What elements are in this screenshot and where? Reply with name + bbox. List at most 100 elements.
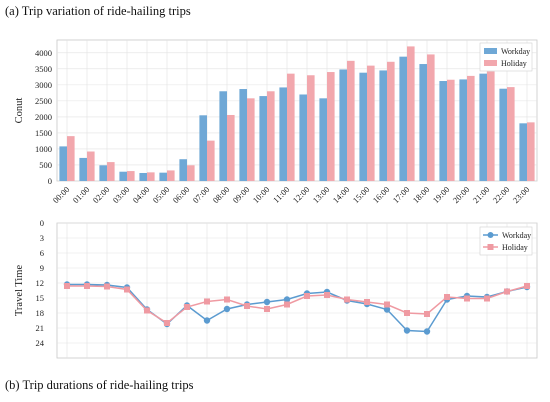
point-holiday bbox=[344, 296, 350, 303]
point-holiday bbox=[84, 283, 90, 289]
point-holiday bbox=[284, 301, 290, 308]
point-holiday bbox=[304, 293, 310, 299]
bar-holiday bbox=[87, 151, 95, 181]
y-tick-label: 6 bbox=[40, 248, 44, 258]
y-tick-label: 12 bbox=[36, 278, 45, 288]
bar-holiday bbox=[127, 171, 135, 181]
legend-label-workday: Workday bbox=[502, 231, 531, 240]
point-holiday bbox=[244, 303, 250, 309]
bar-workday bbox=[459, 79, 467, 181]
bar-workday bbox=[359, 72, 367, 181]
series-line-workday bbox=[67, 283, 528, 333]
y-tick-label: 2500 bbox=[35, 96, 52, 106]
bar-workday bbox=[339, 69, 347, 181]
legend-label-holiday: Holiday bbox=[501, 59, 527, 68]
point-holiday bbox=[64, 283, 70, 289]
point-holiday bbox=[504, 288, 510, 295]
point-workday bbox=[423, 328, 431, 335]
y-axis-label: Conut bbox=[14, 98, 25, 124]
legend-label-workday: Workday bbox=[501, 47, 530, 56]
bar-holiday bbox=[447, 79, 455, 181]
bar-holiday bbox=[187, 165, 195, 181]
bar-holiday bbox=[487, 71, 495, 181]
y-tick-label: 21 bbox=[36, 323, 45, 333]
bar-workday bbox=[499, 88, 507, 181]
y-tick-label: 3500 bbox=[35, 64, 52, 74]
bar-holiday bbox=[107, 162, 115, 181]
point-holiday bbox=[224, 296, 230, 303]
bar-holiday bbox=[67, 136, 75, 181]
figure-caption-a: (a) Trip variation of ride-hailing trips bbox=[5, 4, 191, 18]
y-tick-label: 4000 bbox=[35, 48, 52, 58]
y-tick-label: 1500 bbox=[35, 128, 52, 138]
point-holiday bbox=[444, 294, 450, 300]
point-holiday bbox=[464, 295, 470, 302]
bar-workday bbox=[419, 64, 427, 181]
y-tick-label: 3 bbox=[40, 233, 44, 243]
legend-swatch-workday bbox=[484, 48, 497, 54]
bar-holiday bbox=[367, 65, 375, 181]
bar-workday bbox=[319, 98, 327, 181]
point-workday bbox=[263, 298, 271, 306]
y-tick-label: 0 bbox=[48, 176, 52, 186]
bar-holiday bbox=[327, 72, 335, 181]
point-workday bbox=[203, 317, 211, 324]
point-holiday bbox=[264, 306, 270, 312]
y-tick-label: 24 bbox=[36, 338, 45, 348]
bar-workday bbox=[279, 87, 287, 181]
bar-workday bbox=[259, 96, 267, 181]
bar-workday bbox=[399, 56, 407, 181]
bar-holiday bbox=[407, 46, 415, 182]
bar-holiday bbox=[167, 170, 175, 181]
plot-frame bbox=[56, 222, 538, 359]
bar-holiday bbox=[527, 122, 535, 181]
bar-holiday bbox=[347, 60, 355, 181]
bar-holiday bbox=[427, 54, 435, 181]
bar-workday bbox=[119, 171, 127, 181]
legend-label-holiday: Holiday bbox=[502, 243, 528, 252]
y-axis-label: Travel Time bbox=[14, 265, 25, 317]
y-tick-label: 9 bbox=[40, 263, 44, 273]
y-tick-label: 500 bbox=[39, 160, 52, 170]
y-tick-label: 2000 bbox=[35, 112, 52, 122]
bar-workday bbox=[379, 70, 387, 181]
bar-holiday bbox=[247, 98, 255, 181]
figure-caption-b: (b) Trip durations of ride-hailing trips bbox=[5, 378, 194, 392]
point-holiday bbox=[124, 286, 130, 293]
y-tick-label: 1000 bbox=[35, 144, 52, 154]
point-holiday bbox=[384, 301, 390, 308]
bar-workday bbox=[519, 123, 527, 181]
legend-marker-holiday bbox=[487, 244, 494, 250]
point-workday bbox=[283, 296, 291, 303]
point-holiday bbox=[524, 283, 530, 289]
bar-holiday bbox=[227, 114, 235, 181]
bar-holiday bbox=[147, 172, 155, 181]
series-line-holiday bbox=[67, 285, 528, 324]
bar-workday bbox=[159, 172, 167, 181]
bar-workday bbox=[179, 159, 187, 181]
point-holiday bbox=[204, 298, 210, 305]
point-holiday bbox=[404, 310, 410, 316]
bar-holiday bbox=[307, 75, 315, 181]
bar-holiday bbox=[267, 91, 275, 181]
bar-workday bbox=[299, 94, 307, 181]
bar-holiday bbox=[207, 140, 215, 181]
point-workday bbox=[403, 327, 411, 334]
bar-workday bbox=[199, 115, 207, 181]
y-tick-label: 0 bbox=[40, 218, 44, 228]
point-holiday bbox=[144, 307, 150, 314]
bar-workday bbox=[99, 165, 107, 181]
point-holiday bbox=[364, 299, 370, 305]
bar-workday bbox=[239, 89, 247, 181]
bar-holiday bbox=[387, 61, 395, 181]
bar-holiday bbox=[507, 87, 515, 181]
point-holiday bbox=[164, 320, 170, 326]
plot-frame bbox=[56, 39, 538, 182]
bar-workday bbox=[79, 157, 87, 181]
point-holiday bbox=[324, 292, 330, 298]
point-holiday bbox=[424, 311, 430, 317]
bar-workday bbox=[439, 81, 447, 181]
point-workday bbox=[223, 305, 231, 313]
